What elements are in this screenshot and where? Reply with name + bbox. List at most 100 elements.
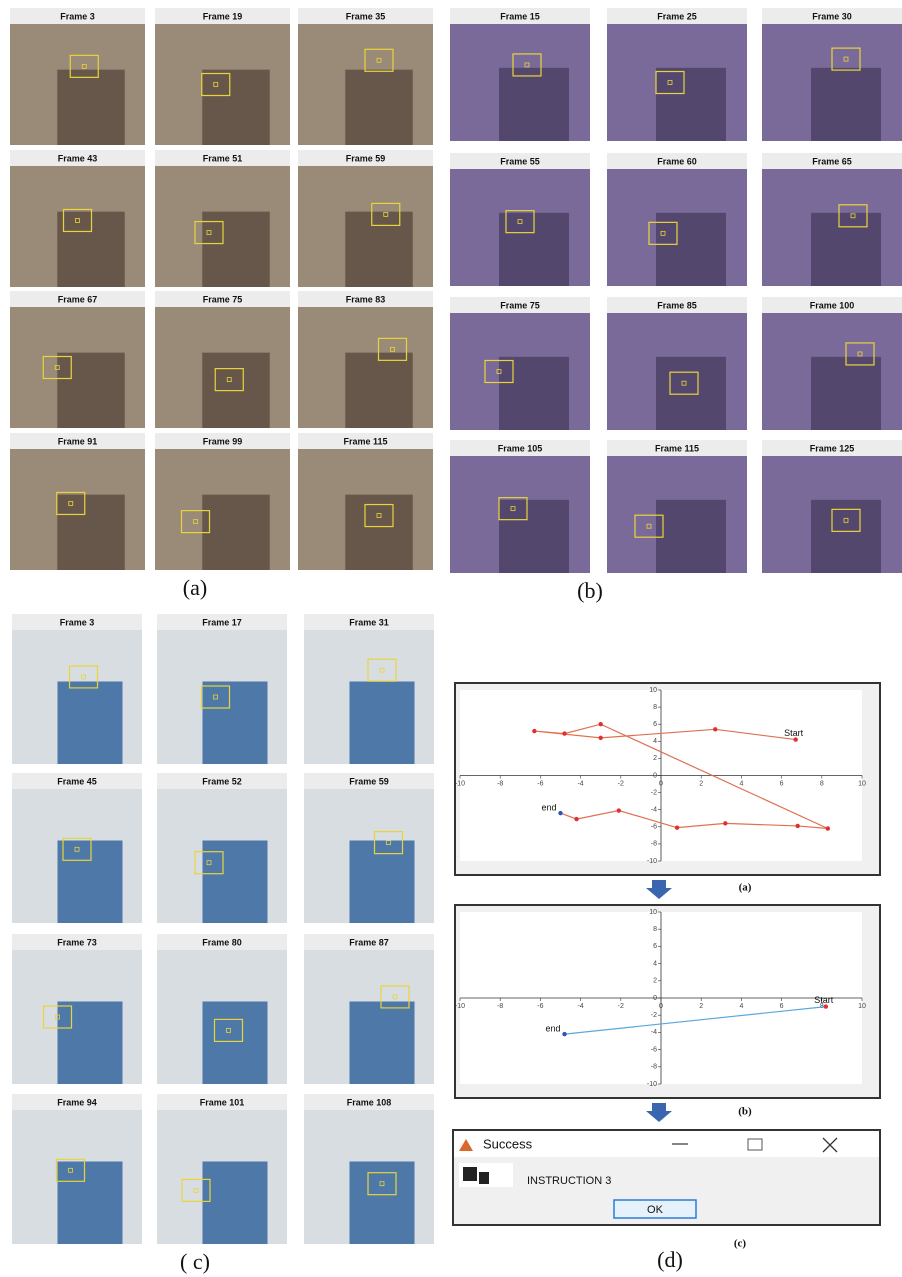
x-tick-label: -4 — [577, 1003, 583, 1010]
frame-subject — [202, 70, 270, 145]
frame-label: Frame 51 — [203, 153, 243, 163]
y-tick-label: -4 — [651, 807, 657, 814]
frame-subject — [203, 1002, 268, 1085]
trajectory-point — [574, 817, 578, 821]
y-tick-label: 8 — [653, 926, 657, 933]
frame-label: Frame 80 — [202, 937, 242, 947]
frame-label: Frame 83 — [346, 294, 386, 304]
frame-label: Frame 115 — [655, 443, 699, 453]
x-tick-label: 4 — [739, 1003, 743, 1010]
frame-subject — [350, 1162, 415, 1245]
trajectory-point — [795, 824, 799, 828]
frame-label: Frame 75 — [500, 300, 540, 310]
end-label: end — [541, 802, 556, 812]
frame-label: Frame 125 — [810, 443, 855, 453]
frame-label: Frame 31 — [349, 617, 389, 627]
frame-subject — [203, 682, 268, 765]
figure: Frame 3Frame 19Frame 35Frame 43Frame 51F… — [0, 0, 902, 1277]
sub-caption: (c) — [734, 1238, 747, 1250]
frame-label: Frame 55 — [500, 156, 540, 166]
start-label: Start — [814, 995, 834, 1005]
x-tick-label: 6 — [780, 1003, 784, 1010]
trajectory-point — [675, 825, 679, 829]
panel-caption: ( c) — [180, 1249, 210, 1274]
y-tick-label: 0 — [653, 995, 657, 1002]
frame-subject — [499, 357, 569, 430]
y-tick-label: -6 — [651, 1046, 657, 1053]
trajectory-point — [793, 737, 797, 741]
frame-subject — [811, 68, 881, 141]
frame-subject — [350, 841, 415, 924]
sub-caption: (a) — [739, 882, 752, 894]
frame-label: Frame 52 — [202, 776, 242, 786]
frame-subject — [656, 68, 726, 141]
frame-label: Frame 85 — [657, 300, 697, 310]
frame-label: Frame 108 — [347, 1097, 392, 1107]
x-tick-label: -8 — [497, 780, 503, 787]
frame-subject — [58, 1162, 123, 1245]
y-tick-label: 4 — [653, 960, 657, 967]
x-tick-label: 10 — [858, 780, 866, 787]
panel-caption: (b) — [577, 578, 603, 603]
x-tick-label: 2 — [699, 1003, 703, 1010]
x-tick-label: 8 — [820, 780, 824, 787]
frame-subject — [499, 68, 569, 141]
x-tick-label: -2 — [618, 780, 624, 787]
frame-label: Frame 17 — [202, 617, 242, 627]
frame-label: Frame 99 — [203, 436, 243, 446]
y-tick-label: 2 — [653, 755, 657, 762]
y-tick-label: 2 — [653, 978, 657, 985]
frame-subject — [656, 500, 726, 573]
y-tick-label: 0 — [653, 772, 657, 779]
trajectory-point — [713, 727, 717, 731]
frame-label: Frame 115 — [343, 436, 387, 446]
frame-label: Frame 45 — [57, 776, 97, 786]
trajectory-point — [824, 1004, 828, 1008]
y-tick-label: -2 — [651, 1012, 657, 1019]
frame-label: Frame 87 — [349, 937, 389, 947]
frame-subject — [345, 70, 413, 145]
y-tick-label: -6 — [651, 824, 657, 831]
frame-label: Frame 91 — [58, 436, 98, 446]
frame-subject — [345, 495, 413, 570]
frame-subject — [811, 357, 881, 430]
frame-label: Frame 15 — [500, 11, 540, 21]
ok-label: OK — [647, 1204, 664, 1216]
x-tick-label: -4 — [577, 780, 583, 787]
trajectory-point — [723, 821, 727, 825]
trajectory-point — [562, 731, 566, 735]
frame-subject — [499, 500, 569, 573]
y-tick-label: -10 — [647, 858, 657, 865]
frame-subject — [350, 1002, 415, 1085]
frame-label: Frame 100 — [810, 300, 855, 310]
y-tick-label: 6 — [653, 943, 657, 950]
frame-label: Frame 19 — [203, 11, 243, 21]
y-tick-label: -8 — [651, 841, 657, 848]
y-tick-label: 6 — [653, 721, 657, 728]
frame-label: Frame 65 — [812, 156, 852, 166]
frame-subject — [202, 212, 270, 287]
frame-subject — [203, 1162, 268, 1245]
frame-label: Frame 75 — [203, 294, 243, 304]
frame-label: Frame 101 — [200, 1097, 245, 1107]
frame-subject — [57, 353, 125, 428]
x-tick-label: -6 — [537, 1003, 543, 1010]
frame-subject — [58, 1002, 123, 1085]
x-tick-label: 0 — [659, 780, 663, 787]
dialog-message: INSTRUCTION 3 — [527, 1175, 611, 1187]
frame-label: Frame 67 — [58, 294, 98, 304]
trajectory-point — [826, 826, 830, 830]
frame-subject — [203, 841, 268, 924]
sub-caption: (b) — [738, 1106, 752, 1118]
frame-subject — [811, 500, 881, 573]
frame-subject — [350, 682, 415, 765]
y-tick-label: 4 — [653, 738, 657, 745]
x-tick-label: -10 — [455, 780, 465, 787]
x-tick-label: -2 — [618, 1003, 624, 1010]
frame-subject — [202, 495, 270, 570]
trajectory-point — [558, 811, 562, 815]
panel-caption: (a) — [183, 575, 207, 600]
x-tick-label: -8 — [497, 1003, 503, 1010]
trajectory-point — [562, 1032, 566, 1036]
frame-label: Frame 59 — [346, 153, 386, 163]
